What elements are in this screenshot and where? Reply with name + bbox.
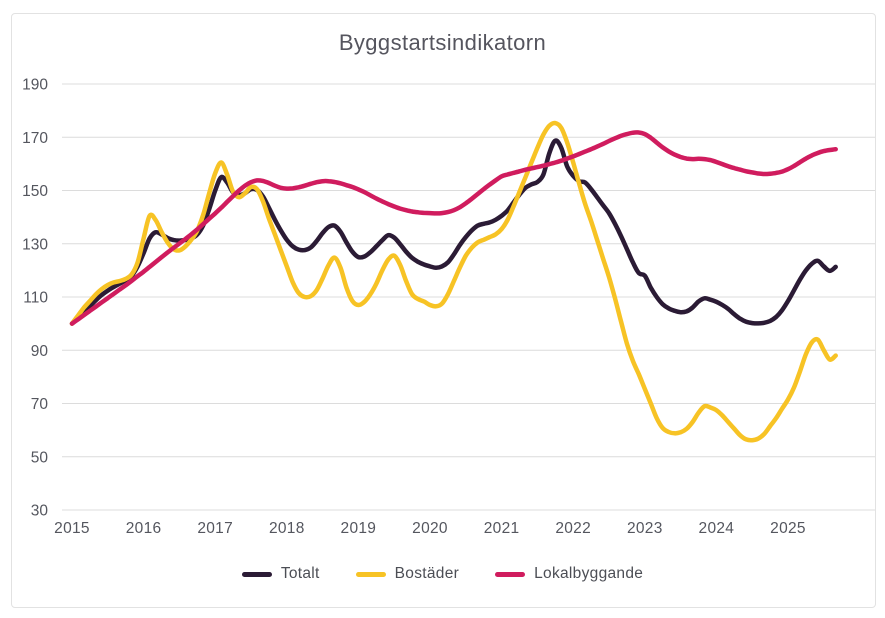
series-line-lokalbyggande — [69, 130, 838, 326]
x-axis-label-2022: 2022 — [555, 520, 591, 537]
x-axis-label-2016: 2016 — [126, 520, 162, 537]
y-axis-label-150: 150 — [22, 183, 48, 200]
x-axis-label-2015: 2015 — [54, 520, 90, 537]
y-axis-label-110: 110 — [23, 290, 48, 307]
x-axis-label-2021: 2021 — [484, 520, 520, 537]
legend-swatch-lokalbyggande — [495, 571, 526, 577]
y-axis-label-130: 130 — [22, 236, 48, 253]
x-axis-label-2025: 2025 — [770, 520, 806, 537]
x-axis-label-2019: 2019 — [341, 520, 377, 537]
legend-item-totalt: Totalt — [241, 565, 320, 583]
legend-label-totalt: Totalt — [280, 565, 320, 582]
legend-item-lokalbyggande: Lokalbyggande — [495, 565, 643, 583]
legend-label-bostader: Bostäder — [394, 565, 460, 582]
x-axis-label-2017: 2017 — [197, 520, 233, 537]
y-axis-label-170: 170 — [22, 130, 48, 147]
legend-swatch-totalt — [241, 571, 272, 577]
y-axis-label-190: 190 — [22, 77, 48, 94]
series-line-totalt — [69, 138, 838, 326]
chart-title: Byggstartsindikatorn — [338, 30, 547, 55]
y-axis-label-30: 30 — [31, 503, 49, 520]
chart-legend: Totalt Bostäder Lokalbyggande — [0, 565, 885, 583]
y-axis-label-90: 90 — [31, 343, 49, 360]
legend-swatch-bostader — [355, 571, 386, 577]
legend-item-bostader: Bostäder — [355, 565, 460, 583]
y-axis-label-70: 70 — [31, 396, 49, 413]
y-axis-label-50: 50 — [31, 449, 49, 466]
series-line-bostäder — [69, 120, 838, 443]
x-axis-label-2020: 2020 — [412, 520, 448, 537]
x-axis-label-2024: 2024 — [699, 520, 735, 537]
legend-label-lokalbyggande: Lokalbyggande — [534, 565, 644, 582]
x-axis-label-2023: 2023 — [627, 520, 663, 537]
x-axis-label-2018: 2018 — [269, 520, 305, 537]
